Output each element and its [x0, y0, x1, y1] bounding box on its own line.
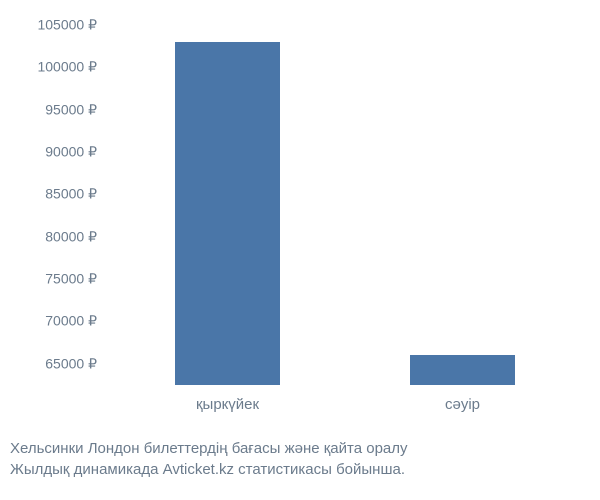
y-tick-label: 65000 ₽ — [45, 355, 97, 372]
plot-area — [110, 25, 580, 385]
bars-group — [110, 25, 580, 385]
y-axis: 65000 ₽ 70000 ₽ 75000 ₽ 80000 ₽ 85000 ₽ 90000… — [10, 25, 105, 385]
y-tick-label: 80000 ₽ — [45, 228, 97, 245]
y-tick-label: 70000 ₽ — [45, 313, 97, 330]
y-tick-label: 90000 ₽ — [45, 144, 97, 161]
caption-line-2: Жылдық динамикада Avticket.kz статистика… — [10, 459, 590, 480]
caption-line-1: Хельсинки Лондон билеттердің бағасы және… — [10, 438, 590, 459]
bar — [175, 42, 281, 385]
y-tick-label: 75000 ₽ — [45, 271, 97, 288]
x-axis: қыркүйек сәуір — [110, 390, 580, 420]
chart-container: 65000 ₽ 70000 ₽ 75000 ₽ 80000 ₽ 85000 ₽ 90000… — [10, 15, 590, 435]
x-label: сәуір — [445, 396, 480, 413]
y-tick-label: 95000 ₽ — [45, 101, 97, 118]
x-label: қыркүйек — [196, 396, 259, 413]
y-tick-label: 85000 ₽ — [45, 186, 97, 203]
y-tick-label: 100000 ₽ — [37, 59, 97, 76]
y-tick-label: 105000 ₽ — [37, 17, 97, 34]
caption: Хельсинки Лондон билеттердің бағасы және… — [10, 438, 590, 480]
bar — [410, 355, 516, 385]
